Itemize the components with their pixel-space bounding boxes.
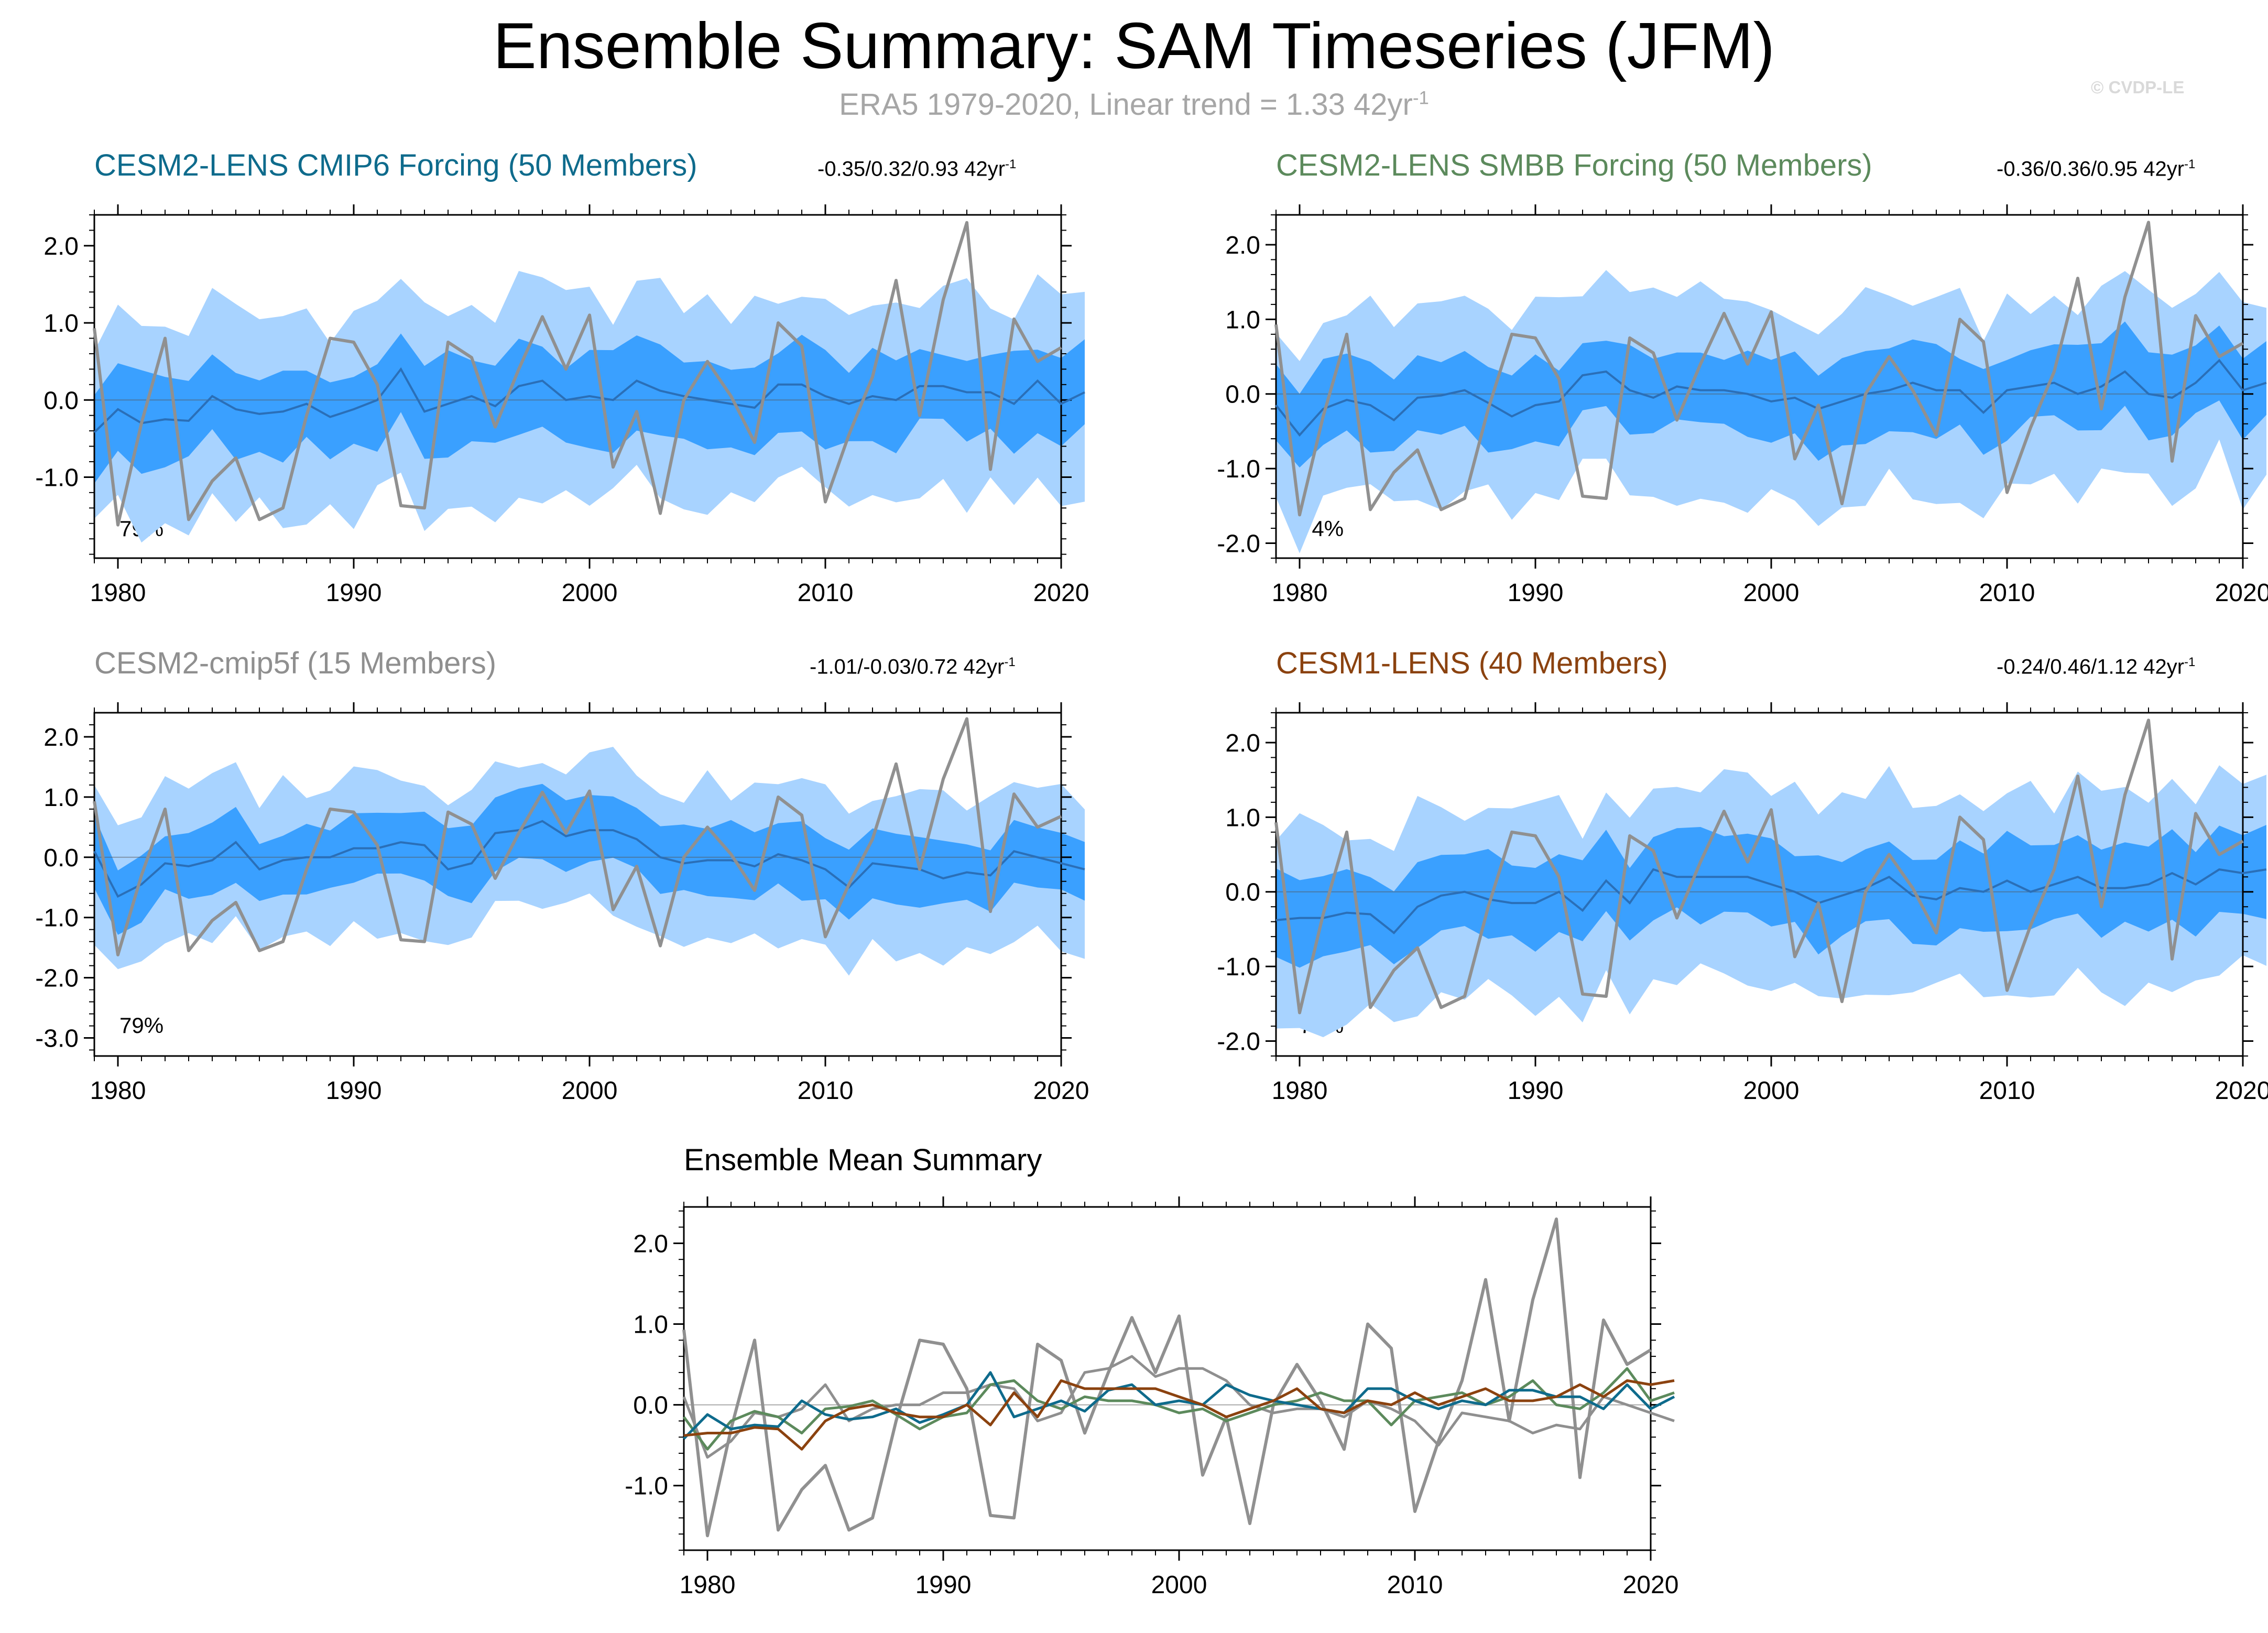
plot-frame-smbb bbox=[1275, 214, 2244, 559]
trend-text-cmip5f: -1.01/-0.03/0.72 42yr bbox=[810, 655, 1005, 679]
ytick-label-cesm1: -1.0 bbox=[1217, 953, 1260, 981]
trend-sup-cmip6: -1 bbox=[1005, 157, 1017, 171]
xtick-label-summary: 1980 bbox=[680, 1571, 736, 1599]
panel-cesm1: 2.0 1.0 0.0 -1.0 -2.0 1980 1990 2000 2010 2020 bbox=[1217, 702, 2268, 1105]
xtick-label-cmip5f: 1980 bbox=[90, 1077, 146, 1105]
xtick-label-summary: 2020 bbox=[1623, 1571, 1679, 1599]
ytick-label-smbb: 0.0 bbox=[1225, 381, 1260, 409]
trend-text-cesm1: -0.24/0.46/1.12 42yr bbox=[1997, 655, 2185, 679]
inner-band-cmip5f bbox=[94, 783, 1085, 935]
plot-frame-cmip6 bbox=[93, 214, 1062, 559]
panel-cmip6: 2.0 1.0 0.0 -1.0 1980 1990 2000 2010 2020 bbox=[35, 204, 1089, 607]
ytick-label-cesm1: 2.0 bbox=[1225, 730, 1260, 757]
inner-band-cesm1 bbox=[1276, 825, 2266, 968]
ensemble-mean-line-cmip6 bbox=[93, 367, 1085, 433]
ytick-label-smbb: 2.0 bbox=[1225, 232, 1260, 259]
xtick-label-cmip6: 1980 bbox=[90, 579, 146, 607]
ytick-label-cmip5f: -1.0 bbox=[35, 905, 79, 932]
trend-sup-cmip5f: -1 bbox=[1004, 655, 1016, 669]
ytick-label-summary: -1.0 bbox=[625, 1473, 668, 1500]
ytick-label-cesm1: -2.0 bbox=[1217, 1028, 1260, 1056]
obs-line-cesm1 bbox=[1274, 718, 2244, 1015]
ytick-label-summary: 1.0 bbox=[633, 1311, 668, 1338]
obs-line-smbb bbox=[1274, 221, 2244, 517]
xtick-label-summary: 2010 bbox=[1387, 1571, 1443, 1599]
ytick-label-cmip6: -1.0 bbox=[35, 464, 79, 492]
summary-line-cmip5f bbox=[682, 1355, 1675, 1459]
trend-sup-cesm1: -1 bbox=[2184, 655, 2196, 669]
panel-title-cmip6: CESM2-LENS CMIP6 Forcing (50 Members) bbox=[94, 148, 697, 182]
ytick-label-cesm1: 1.0 bbox=[1225, 804, 1260, 832]
summary-line-era5 bbox=[682, 1217, 1652, 1538]
xtick-label-smbb: 2020 bbox=[2215, 579, 2268, 607]
panel-title-cmip5f: CESM2-cmip5f (15 Members) bbox=[94, 646, 497, 680]
subtitle-text: ERA5 1979-2020, Linear trend = 1.33 42yr bbox=[839, 88, 1413, 122]
xtick-label-cesm1: 2000 bbox=[1743, 1077, 1800, 1105]
summary-line-smbb bbox=[682, 1367, 1675, 1451]
trend-label-smbb: -0.36/0.36/0.95 42yr-1 bbox=[1997, 157, 2195, 181]
xtick-label-cmip5f: 2000 bbox=[562, 1077, 618, 1105]
xtick-label-cesm1: 2020 bbox=[2215, 1077, 2268, 1105]
ytick-label-smbb: 1.0 bbox=[1225, 306, 1260, 334]
panel-cmip5f: 2.0 1.0 0.0 -1.0 -2.0 -3.0 1980 1990 2000 2010 202… bbox=[35, 702, 1089, 1105]
ensemble-mean-line-smbb bbox=[1275, 358, 2267, 437]
xtick-label-cmip5f: 1990 bbox=[326, 1077, 382, 1105]
inner-band-cmip6 bbox=[94, 333, 1085, 484]
ytick-label-cmip5f: -3.0 bbox=[35, 1025, 79, 1053]
xtick-label-cmip5f: 2020 bbox=[1033, 1077, 1089, 1105]
trend-text-cmip6: -0.35/0.32/0.93 42yr bbox=[817, 157, 1006, 181]
xtick-label-cmip6: 2010 bbox=[798, 579, 854, 607]
xtick-label-smbb: 1980 bbox=[1272, 579, 1328, 607]
xtick-label-summary: 2000 bbox=[1151, 1571, 1207, 1599]
trend-label-cmip6: -0.35/0.32/0.93 42yr-1 bbox=[817, 157, 1016, 181]
xtick-label-cesm1: 1980 bbox=[1272, 1077, 1328, 1105]
ytick-label-cmip5f: 2.0 bbox=[43, 724, 79, 752]
ytick-label-cmip5f: -2.0 bbox=[35, 965, 79, 993]
obs-line-cmip5f bbox=[93, 717, 1062, 956]
ensemble-mean-line-cesm1 bbox=[1275, 868, 2267, 934]
ytick-label-summary: 0.0 bbox=[633, 1392, 668, 1420]
page-subtitle: ERA5 1979-2020, Linear trend = 1.33 42yr… bbox=[0, 87, 2268, 122]
panel-title-smbb: CESM2-LENS SMBB Forcing (50 Members) bbox=[1276, 148, 1872, 182]
ytick-label-cmip6: 2.0 bbox=[43, 233, 79, 260]
plot-frame-cesm1 bbox=[1275, 712, 2244, 1057]
percent-label-cmip5f: 79% bbox=[119, 1013, 164, 1038]
xtick-label-smbb: 2000 bbox=[1743, 579, 1800, 607]
ytick-label-cmip5f: 1.0 bbox=[43, 784, 79, 812]
ytick-label-cesm1: 0.0 bbox=[1225, 879, 1260, 907]
trend-label-cmip5f: -1.01/-0.03/0.72 42yr-1 bbox=[810, 655, 1016, 679]
inner-band-smbb bbox=[1276, 321, 2266, 468]
xtick-label-cmip6: 2000 bbox=[562, 579, 618, 607]
panel-title-summary: Ensemble Mean Summary bbox=[684, 1143, 1042, 1177]
subtitle-superscript: -1 bbox=[1412, 88, 1429, 108]
ytick-label-cmip5f: 0.0 bbox=[43, 844, 79, 872]
page-title: Ensemble Summary: SAM Timeseries (JFM) bbox=[493, 10, 1775, 82]
ytick-label-smbb: -2.0 bbox=[1217, 530, 1260, 558]
xtick-label-cmip6: 1990 bbox=[326, 579, 382, 607]
ytick-label-smbb: -1.0 bbox=[1217, 455, 1260, 483]
panel-title-cesm1: CESM1-LENS (40 Members) bbox=[1276, 646, 1668, 680]
xtick-label-smbb: 2010 bbox=[1979, 579, 2035, 607]
trend-text-smbb: -0.36/0.36/0.95 42yr bbox=[1997, 157, 2185, 181]
ytick-label-summary: 2.0 bbox=[633, 1230, 668, 1258]
summary-line-cesm1 bbox=[683, 1379, 1675, 1451]
xtick-label-cesm1: 1990 bbox=[1508, 1077, 1564, 1105]
ytick-label-cmip6: 0.0 bbox=[43, 387, 79, 415]
credit-watermark: © CVDP-LE bbox=[2091, 78, 2185, 97]
ytick-label-cmip6: 1.0 bbox=[43, 310, 79, 338]
summary-line-cmip6 bbox=[683, 1371, 1675, 1440]
plot-frame-summary bbox=[683, 1206, 1652, 1551]
plot-frame-cmip5f bbox=[93, 712, 1062, 1057]
xtick-label-cmip5f: 2010 bbox=[798, 1077, 854, 1105]
panel-summary: 2.0 1.0 0.0 -1.0 1980 1990 2000 2010 2020 bbox=[625, 1196, 1678, 1599]
panel-smbb: 2.0 1.0 0.0 -1.0 -2.0 1980 1990 2000 2010 2020 bbox=[1217, 204, 2268, 607]
trend-label-cesm1: -0.24/0.46/1.12 42yr-1 bbox=[1997, 655, 2195, 679]
xtick-label-cmip6: 2020 bbox=[1033, 579, 1089, 607]
obs-line-cmip6 bbox=[93, 221, 1062, 527]
xtick-label-cesm1: 2010 bbox=[1979, 1077, 2035, 1105]
xtick-label-summary: 1990 bbox=[915, 1571, 972, 1599]
trend-sup-smbb: -1 bbox=[2184, 157, 2196, 171]
xtick-label-smbb: 1990 bbox=[1508, 579, 1564, 607]
